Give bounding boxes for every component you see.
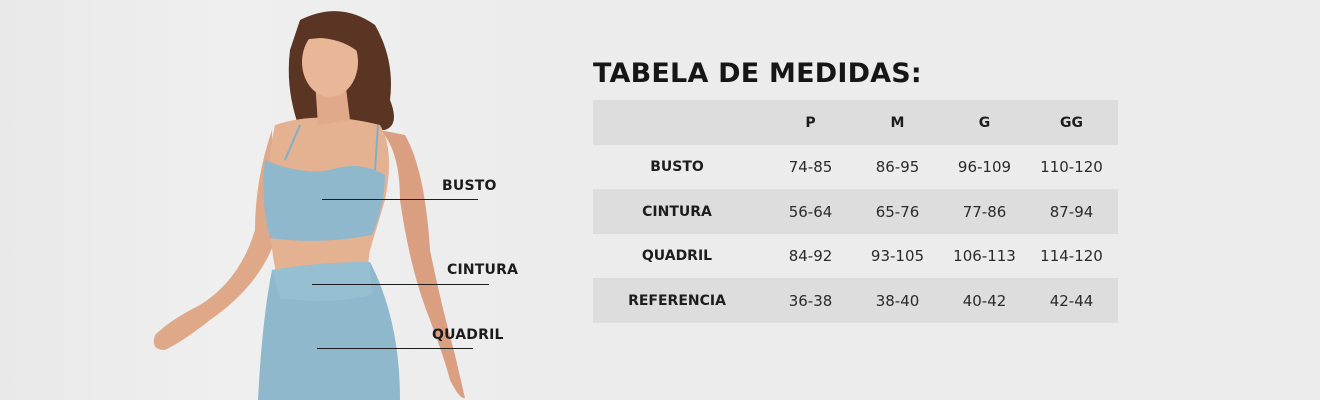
hair-front [300, 15, 381, 80]
page-title: TABELA DE MEDIDAS: [593, 58, 922, 89]
row-label: REFERENCIA [628, 292, 726, 309]
sports-bra [263, 160, 385, 241]
table-header-row: P M G GG [593, 100, 1118, 145]
table-row: REFERENCIA 36-38 38-40 40-42 42-44 [593, 278, 1118, 323]
cell-value: 84-92 [788, 247, 833, 265]
right-arm [380, 130, 465, 399]
size-table: P M G GG BUSTO 74-85 86-95 96-109 110-12… [593, 100, 1118, 323]
cell-value: 110-120 [1040, 158, 1103, 176]
table-row: BUSTO 74-85 86-95 96-109 110-120 [593, 145, 1118, 189]
row-label: QUADRIL [641, 248, 713, 264]
cell-value: 106-113 [953, 247, 1016, 265]
header-cell-p: P [805, 114, 816, 131]
table-row: CINTURA 56-64 65-76 77-86 87-94 [593, 189, 1118, 234]
table-row: QUADRIL 84-92 93-105 106-113 114-120 [593, 234, 1118, 278]
left-arm [153, 130, 275, 350]
cell-value: 87-94 [1049, 202, 1094, 221]
label-busto: BUSTO [442, 178, 497, 194]
cell-value: 86-95 [875, 158, 920, 176]
bra-straps [284, 124, 379, 171]
quadril-line [317, 348, 473, 349]
row-label: CINTURA [642, 203, 712, 220]
model-photo [153, 11, 465, 400]
cell-value: 74-85 [788, 158, 833, 176]
cell-value: 36-38 [788, 291, 833, 310]
face [302, 27, 358, 97]
cell-value: 96-109 [957, 158, 1012, 176]
cell-value: 38-40 [875, 291, 920, 310]
cell-value: 56-64 [788, 202, 833, 221]
row-label: BUSTO [650, 159, 704, 175]
cell-value: 42-44 [1049, 291, 1094, 310]
header-cell-g: G [978, 114, 991, 131]
header-cell-m: M [890, 114, 905, 131]
cell-value: 114-120 [1040, 247, 1103, 265]
label-cintura: CINTURA [447, 262, 519, 278]
cell-value: 93-105 [870, 247, 925, 265]
label-quadril: QUADRIL [432, 327, 504, 343]
cell-value: 40-42 [962, 291, 1007, 310]
busto-line [322, 199, 478, 200]
leggings-waistband [272, 262, 372, 301]
cell-value: 65-76 [875, 202, 920, 221]
header-cell-gg: GG [1060, 114, 1083, 131]
cell-value: 77-86 [962, 202, 1007, 221]
cintura-line [312, 284, 489, 285]
